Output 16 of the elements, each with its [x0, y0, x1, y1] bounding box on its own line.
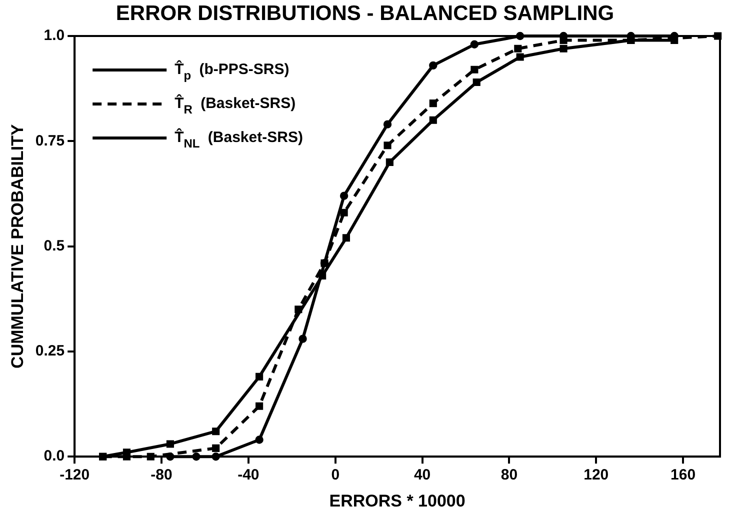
- y-tick-label: 0.0: [44, 448, 65, 465]
- x-tick-label: 0: [331, 466, 340, 484]
- x-tick-label: 120: [584, 466, 609, 484]
- y-tick-label: 1.0: [44, 27, 65, 44]
- chart-title: ERROR DISTRIBUTIONS - BALANCED SAMPLING: [114, 2, 616, 26]
- x-axis-title: ERRORS * 10000: [329, 491, 466, 510]
- y-axis-title: CUMMULATIVE PROBABILITY: [8, 124, 27, 368]
- x-tick-label: -40: [238, 466, 260, 484]
- y-tick-label: 0.75: [35, 132, 65, 150]
- x-tick-label: 160: [670, 466, 696, 484]
- x-tick-label: 40: [414, 466, 431, 484]
- x-tick-label: -120: [60, 466, 90, 484]
- x-tick-label: 80: [500, 466, 518, 484]
- x-tick-label: -80: [150, 466, 172, 484]
- y-tick-label: 0.5: [44, 237, 65, 254]
- y-tick-label: 0.25: [35, 342, 65, 360]
